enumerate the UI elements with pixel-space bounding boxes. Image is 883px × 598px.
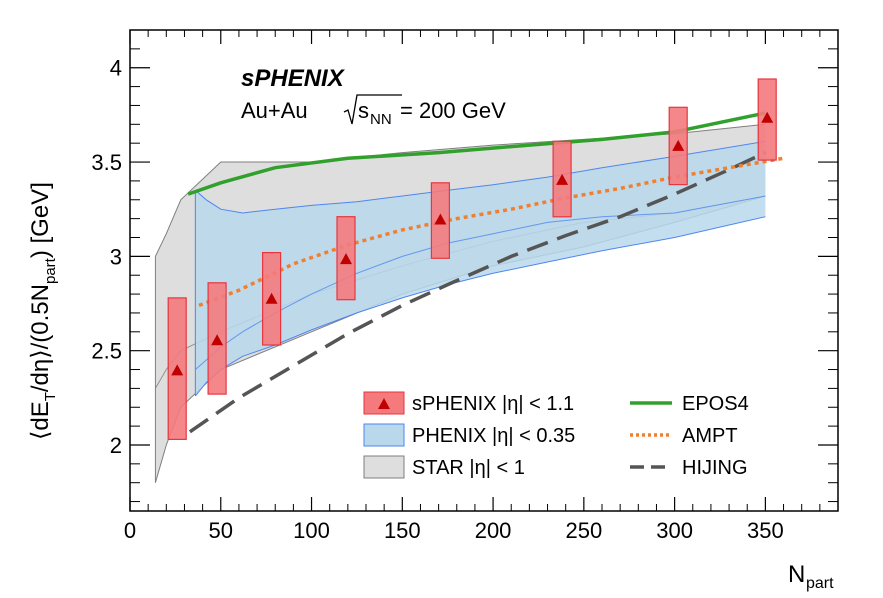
- y-tick-label: 3.5: [91, 150, 122, 175]
- ticks-layer: 0 50 100 150 200 250 300 350 2 2.5 3 3.5 4: [91, 29, 838, 543]
- x-tick-label: 200: [475, 518, 512, 543]
- sphenix-point: [761, 111, 774, 123]
- sphenix-point: [340, 253, 352, 265]
- x-tick-label: 250: [565, 518, 602, 543]
- sphenix-point: [672, 139, 685, 151]
- phenix-band-upper: [195, 140, 766, 214]
- y-title-part-5: ) [GeV]: [27, 182, 54, 258]
- energy-value: = 200 GeV: [400, 98, 506, 123]
- header-block: sPHENIX Au+Au s NN = 200 GeV: [241, 65, 506, 128]
- x-tick-label: 0: [124, 518, 136, 543]
- y-tick-label: 2: [110, 433, 122, 458]
- y-title-part-1: ⟨dE: [27, 401, 54, 440]
- legend-marker-sphenix: [378, 398, 390, 409]
- legend: sPHENIX |η| < 1.1 PHENIX |η| < 0.35 STAR…: [363, 391, 749, 479]
- y-tick-label: 3: [110, 244, 122, 269]
- experiment-label: sPHENIX: [241, 65, 346, 92]
- plot-frame: [129, 29, 839, 512]
- x-tick-label: 350: [747, 518, 784, 543]
- lines-layer: [187, 111, 784, 434]
- sphenix-point: [265, 292, 278, 304]
- y-tick-label: 2.5: [91, 339, 122, 364]
- legend-label-hijing: HIJING: [682, 457, 748, 479]
- hijing-line: [188, 151, 767, 434]
- y-axis-title-text: ⟨dET/dη⟩/(0.5Npart) [GeV]: [27, 182, 59, 440]
- system-label: Au+Au: [241, 98, 308, 123]
- legend-label-epos4: EPOS4: [682, 393, 749, 415]
- sphenix-point: [211, 334, 224, 346]
- x-axis-title-sub: part: [806, 575, 834, 592]
- points-layer: [167, 78, 777, 440]
- x-tick-label: 300: [656, 518, 693, 543]
- y-axis-title: ⟨dET/dη⟩/(0.5Npart) [GeV]: [27, 182, 59, 440]
- legend-swatch-phenix: [363, 423, 405, 447]
- legend-label-phenix: PHENIX |η| < 0.35: [412, 425, 575, 447]
- epos4-line: [187, 111, 766, 196]
- x-axis-title-main: N: [788, 561, 805, 588]
- y-tick-label: 4: [110, 56, 122, 81]
- y-title-part-3: /dη⟩/(0.5N: [27, 284, 54, 392]
- sphenix-point: [434, 213, 447, 225]
- sphenix-point: [556, 173, 569, 185]
- energy-s: s: [358, 98, 369, 123]
- x-tick-label: 150: [384, 518, 421, 543]
- sphenix-point: [171, 364, 184, 376]
- sqrt-sign: [343, 94, 402, 125]
- y-title-part-2: T: [42, 392, 59, 401]
- legend-label-sphenix: sPHENIX |η| < 1.1: [412, 393, 574, 415]
- x-tick-label: 50: [209, 518, 233, 543]
- x-tick-label: 100: [293, 518, 330, 543]
- energy-sub: NN: [370, 111, 392, 128]
- legend-label-ampt: AMPT: [682, 425, 738, 447]
- x-axis-title: N part: [788, 561, 834, 592]
- legend-swatch-star: [363, 455, 405, 479]
- y-title-part-4: part: [42, 257, 59, 284]
- legend-label-star: STAR |η| < 1: [412, 457, 525, 479]
